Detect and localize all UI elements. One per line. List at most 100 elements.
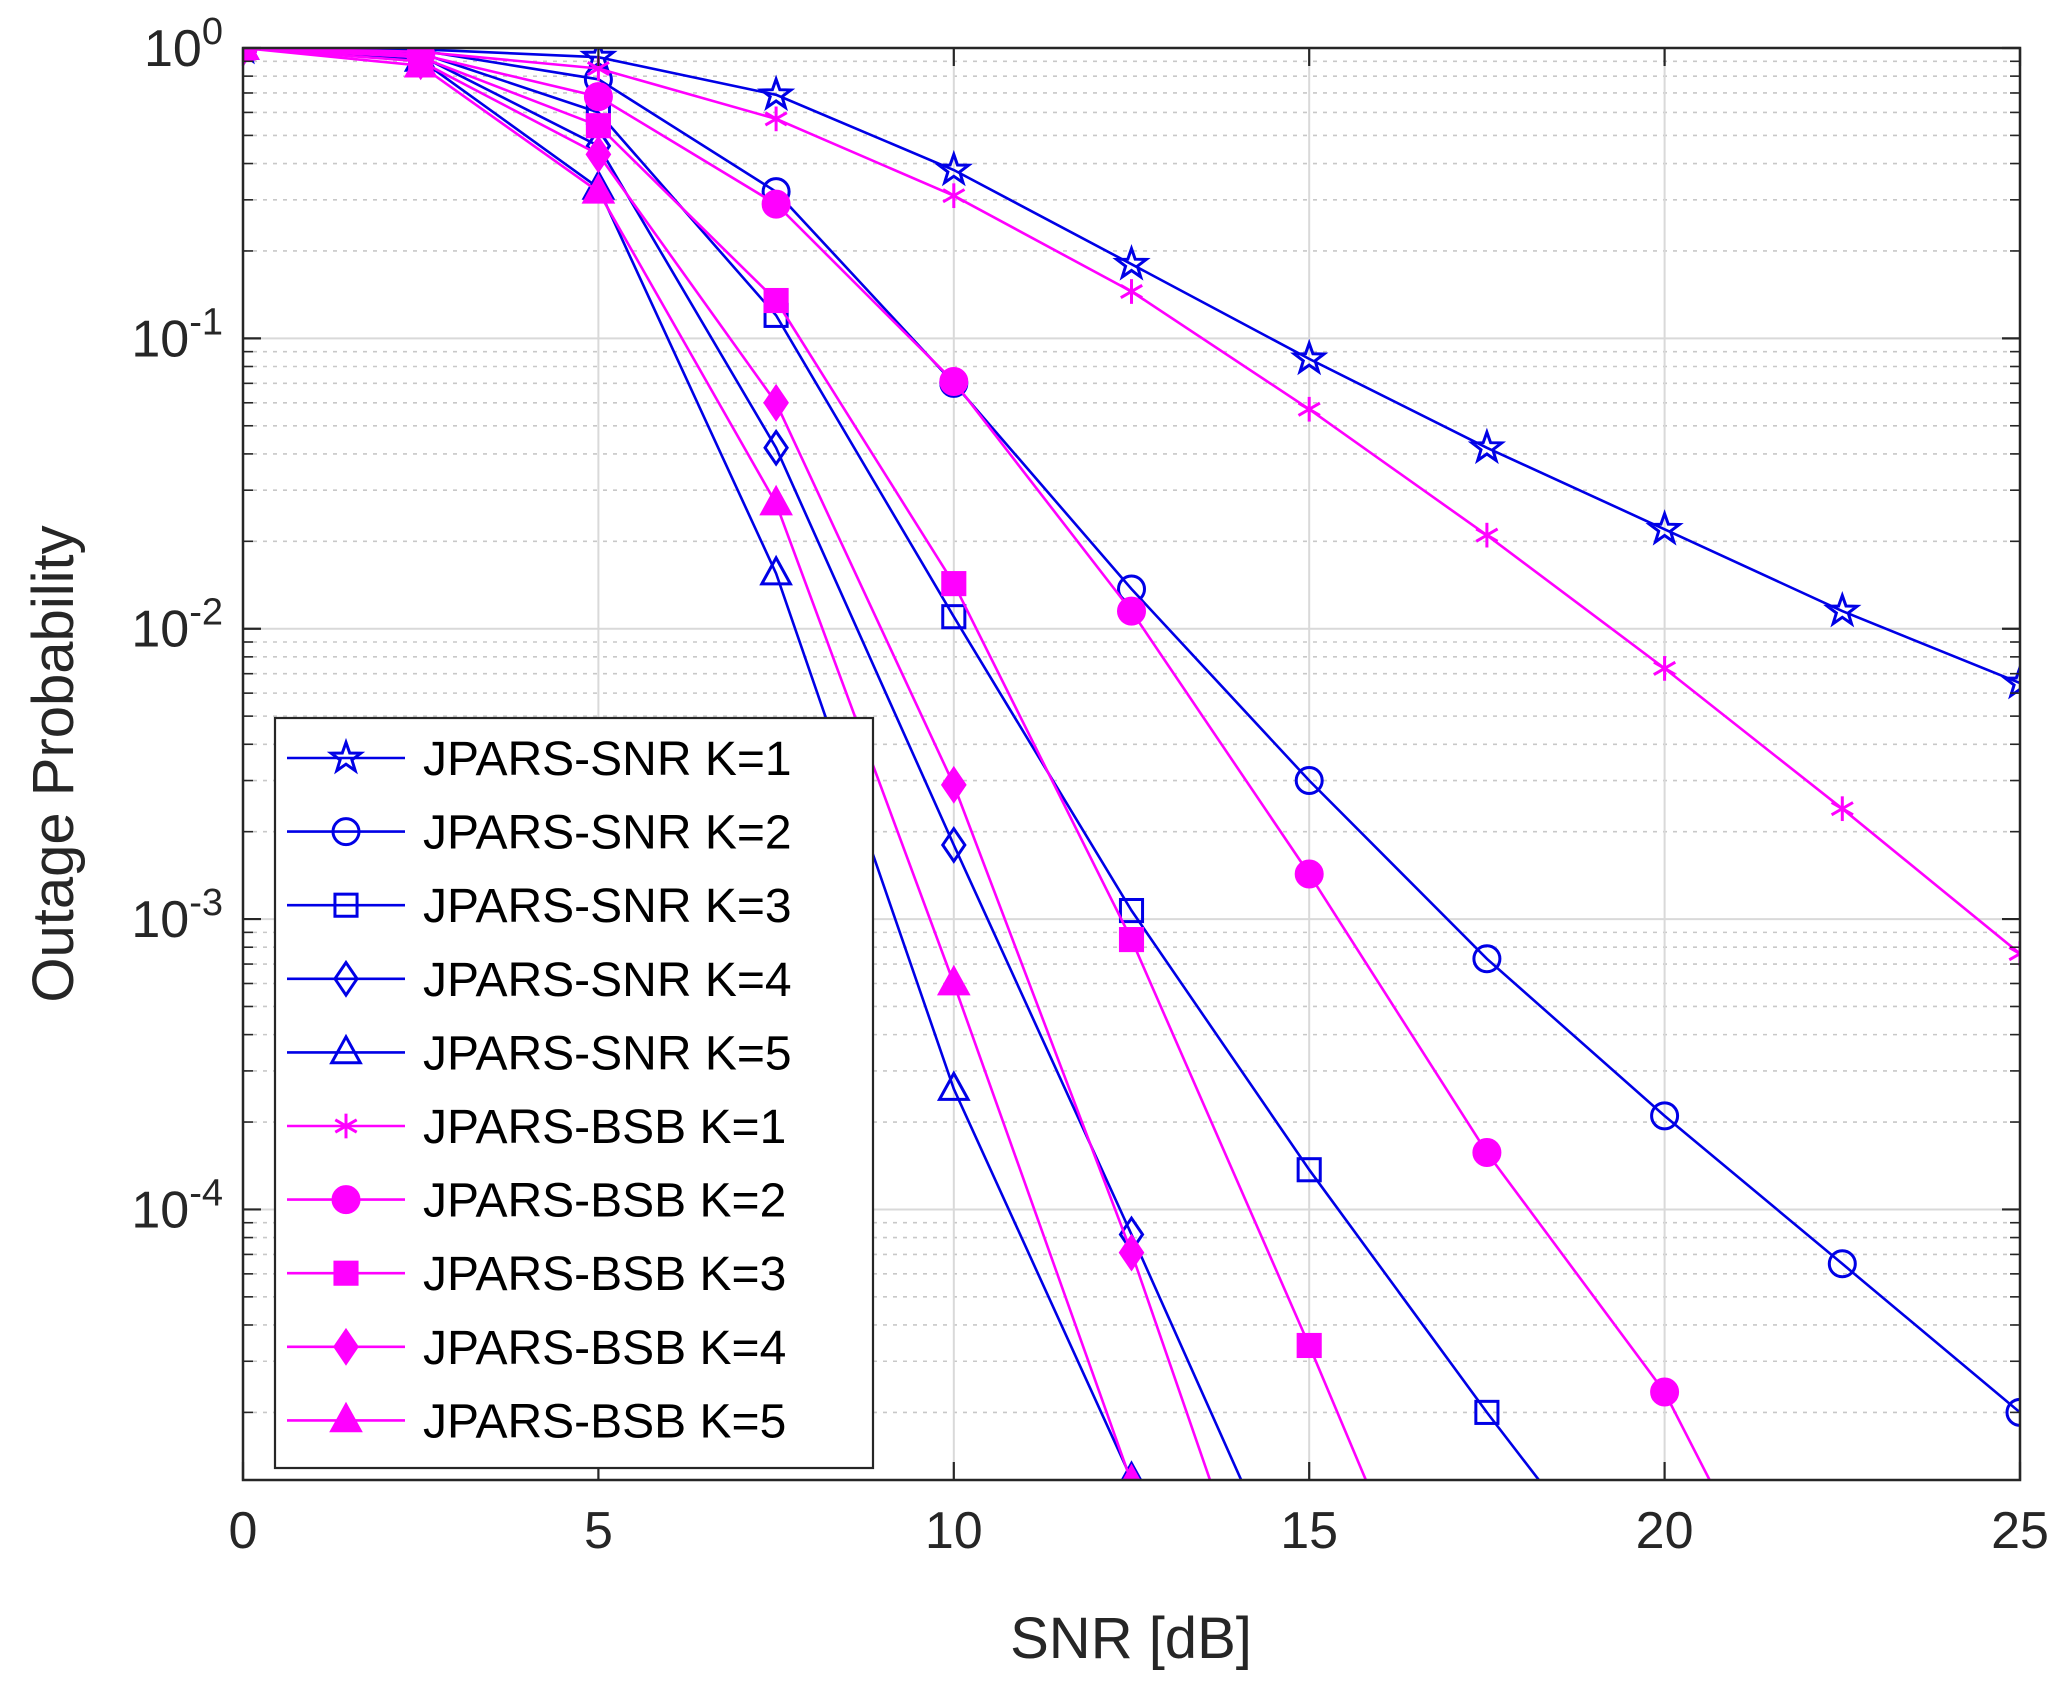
square-marker <box>941 571 967 597</box>
series-group <box>243 48 2020 1480</box>
circle-marker <box>1294 766 1324 796</box>
legend-entry: JPARS-SNR K=5 <box>287 1027 792 1080</box>
asterisk-marker <box>1297 396 1321 422</box>
x-tick-label: 25 <box>1991 1502 2049 1560</box>
y-tick-label: 10-3 <box>131 882 223 949</box>
legend-entry: JPARS-BSB K=2 <box>287 1175 786 1228</box>
asterisk-stroke <box>1830 801 1854 817</box>
diamond-marker <box>585 135 612 174</box>
circle-marker <box>1650 1101 1680 1131</box>
asterisk-marker <box>1120 279 1143 304</box>
series-line <box>243 48 1368 1480</box>
diamond-marker <box>1118 1233 1145 1272</box>
triangle-marker <box>329 1033 363 1065</box>
asterisk-marker <box>942 183 966 209</box>
star-marker <box>1112 244 1151 281</box>
series-line <box>243 48 2020 1414</box>
legend-label: JPARS-SNR K=3 <box>423 880 792 933</box>
circle-marker <box>583 82 613 112</box>
triangle-marker <box>1120 1460 1143 1480</box>
series-jpars-bsb-k-1 <box>243 48 2020 967</box>
legend-entry: JPARS-SNR K=2 <box>287 807 792 860</box>
diamond-marker <box>940 765 967 804</box>
axes-box <box>241 46 2022 1482</box>
star-marker <box>756 74 796 112</box>
x-tick-label: 0 <box>229 1502 258 1560</box>
triangle-marker <box>329 1401 363 1433</box>
legend-label: JPARS-BSB K=1 <box>423 1101 786 1154</box>
circle-marker <box>1117 596 1146 626</box>
square-marker <box>333 892 359 918</box>
star-marker <box>1290 338 1329 376</box>
square-marker <box>1296 1332 1322 1359</box>
x-axis-label: SNR [dB] <box>1010 1606 1252 1671</box>
square-marker <box>763 287 789 314</box>
square-marker <box>333 1260 359 1286</box>
circle-marker <box>2005 1397 2020 1427</box>
asterisk-stroke <box>586 61 610 76</box>
asterisk-stroke <box>942 188 966 204</box>
ticks: 100 10-1 10-2 10-3 10-4 0 5 10 15 20 25 <box>131 11 2049 1560</box>
star-marker <box>1645 509 1684 546</box>
diamond-marker <box>763 428 789 467</box>
square-marker <box>585 113 611 139</box>
series-line <box>243 48 1133 1480</box>
legend-label: JPARS-SNR K=2 <box>423 807 792 860</box>
diamond-marker <box>333 959 359 998</box>
triangle-marker <box>936 1070 971 1101</box>
legend-entry: JPARS-BSB K=1 <box>287 1101 786 1154</box>
legend-label: JPARS-SNR K=5 <box>423 1027 792 1080</box>
y-tick-label: 10-1 <box>131 301 223 368</box>
diamond-marker <box>763 383 789 422</box>
diamond-marker <box>333 1327 359 1366</box>
legend-label: JPARS-SNR K=4 <box>423 954 792 1007</box>
star-marker <box>2000 662 2020 700</box>
x-tick-label: 10 <box>925 1502 983 1560</box>
asterisk-marker <box>334 1113 358 1139</box>
x-tick-label: 5 <box>584 1502 613 1560</box>
star-marker <box>1467 427 1507 465</box>
legend-entry: JPARS-BSB K=5 <box>287 1395 786 1448</box>
legend-box <box>273 716 875 1470</box>
legend-label: JPARS-BSB K=2 <box>423 1175 786 1228</box>
circle-marker <box>1472 944 1502 974</box>
series-line <box>243 48 1541 1480</box>
x-tick-label: 15 <box>1280 1502 1338 1560</box>
asterisk-marker <box>2008 941 2020 967</box>
y-tick-label: 100 <box>144 11 223 78</box>
legend-entry: JPARS-BSB K=4 <box>287 1322 786 1375</box>
circle-marker <box>1650 1377 1680 1407</box>
asterisk-stroke <box>1120 284 1143 299</box>
asterisk-stroke <box>1297 401 1321 417</box>
diamond-marker <box>940 826 967 864</box>
asterisk-stroke <box>1653 660 1677 676</box>
legend-entry: JPARS-SNR K=1 <box>287 733 792 786</box>
circle-marker <box>761 189 791 219</box>
circle-marker <box>331 817 361 847</box>
star-marker <box>326 737 366 775</box>
star-marker <box>1823 590 1862 628</box>
series-line <box>243 48 1712 1480</box>
asterisk-marker <box>1475 522 1499 548</box>
series-jpars-snr-k-1 <box>243 48 2020 700</box>
triangle-marker <box>759 554 793 586</box>
series-jpars-bsb-k-5 <box>243 48 1141 1480</box>
triangle-marker <box>243 48 260 60</box>
legend-label: JPARS-SNR K=1 <box>423 733 792 786</box>
legend-label: JPARS-BSB K=4 <box>423 1322 786 1375</box>
legend-label: JPARS-BSB K=3 <box>423 1248 786 1301</box>
square-marker <box>1118 897 1145 924</box>
circle-marker <box>939 367 969 397</box>
square-marker <box>1118 927 1145 953</box>
y-tick-label: 10-4 <box>131 1172 223 1239</box>
asterisk-marker <box>1653 656 1677 681</box>
legend-entry: JPARS-BSB K=3 <box>287 1248 786 1301</box>
triangle-marker <box>936 964 971 996</box>
asterisk-stroke <box>764 111 788 127</box>
asterisk-stroke <box>2008 946 2020 956</box>
y-axis-label: Outage Probability <box>21 525 86 1002</box>
asterisk-marker <box>764 106 788 132</box>
square-marker <box>941 604 967 630</box>
triangle-marker <box>403 48 438 78</box>
